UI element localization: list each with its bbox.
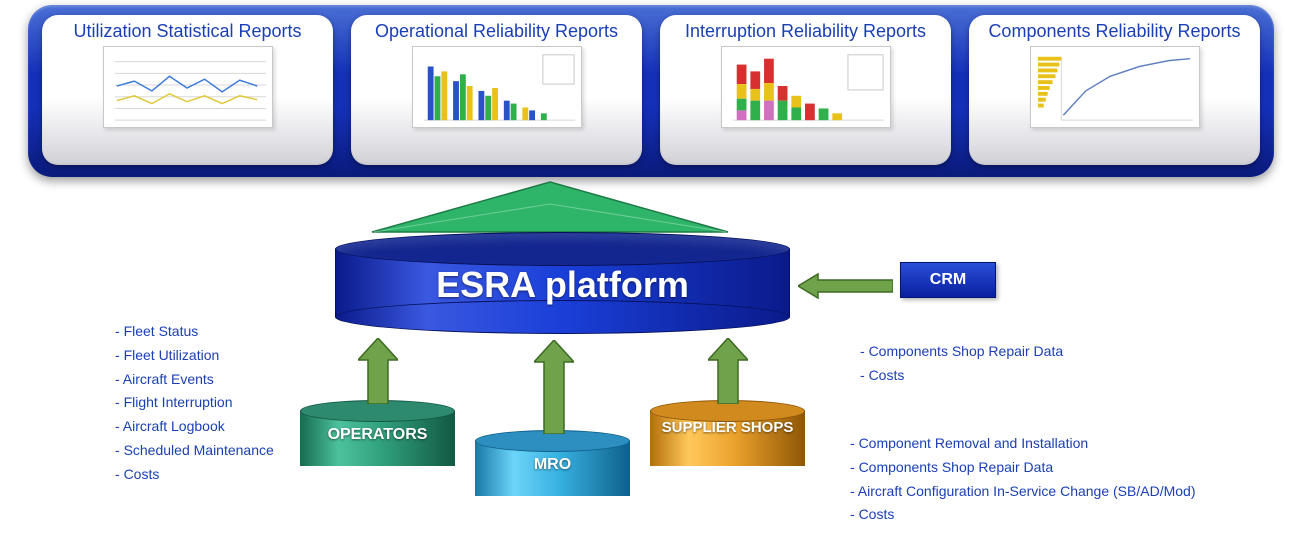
report-card-operational: Operational Reliability Reports	[351, 15, 642, 165]
mro-data-list: Component Removal and Installation Compo…	[850, 432, 1195, 527]
list-item: Scheduled Maintenance	[115, 439, 274, 463]
crm-label: CRM	[930, 271, 966, 288]
list-item: Aircraft Events	[115, 368, 274, 392]
report-card-interruption: Interruption Reliability Reports	[660, 15, 951, 165]
report-title: Interruption Reliability Reports	[685, 21, 926, 42]
thumb-stacked-chart-icon	[721, 46, 891, 128]
reports-panel: Utilization Statistical Reports Operatio…	[28, 5, 1274, 177]
source-operators-cylinder: OPERATORS	[300, 400, 455, 477]
report-card-utilization: Utilization Statistical Reports	[42, 15, 333, 165]
supplier-data-list: Components Shop Repair Data Costs	[860, 340, 1063, 388]
list-item: Fleet Utilization	[115, 344, 274, 368]
list-item: Component Removal and Installation	[850, 432, 1195, 456]
list-item: Components Shop Repair Data	[860, 340, 1063, 364]
list-item: Costs	[860, 364, 1063, 388]
source-supplier-cylinder: SUPPLIER SHOPS	[650, 400, 805, 477]
crm-box: CRM	[900, 262, 996, 298]
platform-label: ESRA platform	[335, 264, 790, 306]
list-item: Costs	[115, 463, 274, 487]
report-title: Components Reliability Reports	[988, 21, 1240, 42]
platform-to-reports-arrow-icon	[370, 180, 730, 234]
source-label: OPERATORS	[300, 426, 455, 444]
mro-arrow-icon	[534, 340, 574, 434]
esra-platform-cylinder: ESRA platform	[335, 232, 790, 334]
report-title: Operational Reliability Reports	[375, 21, 618, 42]
list-item: Aircraft Configuration In-Service Change…	[850, 480, 1195, 504]
report-card-components: Components Reliability Reports	[969, 15, 1260, 165]
supplier-arrow-icon	[708, 338, 748, 404]
list-item: Aircraft Logbook	[115, 415, 274, 439]
list-item: Components Shop Repair Data	[850, 456, 1195, 480]
source-label: MRO	[475, 456, 630, 474]
report-title: Utilization Statistical Reports	[73, 21, 301, 42]
list-item: Flight Interruption	[115, 391, 274, 415]
source-label: SUPPLIER SHOPS	[650, 420, 805, 437]
thumb-line-chart-icon	[103, 46, 273, 128]
report-cards-row: Utilization Statistical Reports Operatio…	[42, 15, 1260, 165]
list-item: Fleet Status	[115, 320, 274, 344]
operators-arrow-icon	[358, 338, 398, 404]
thumb-pareto-chart-icon	[1030, 46, 1200, 128]
source-mro-cylinder: MRO	[475, 430, 630, 507]
operators-data-list: Fleet Status Fleet Utilization Aircraft …	[115, 320, 274, 487]
thumb-bar-chart-icon	[412, 46, 582, 128]
list-item: Costs	[850, 503, 1195, 527]
crm-to-platform-arrow-icon	[798, 272, 893, 300]
